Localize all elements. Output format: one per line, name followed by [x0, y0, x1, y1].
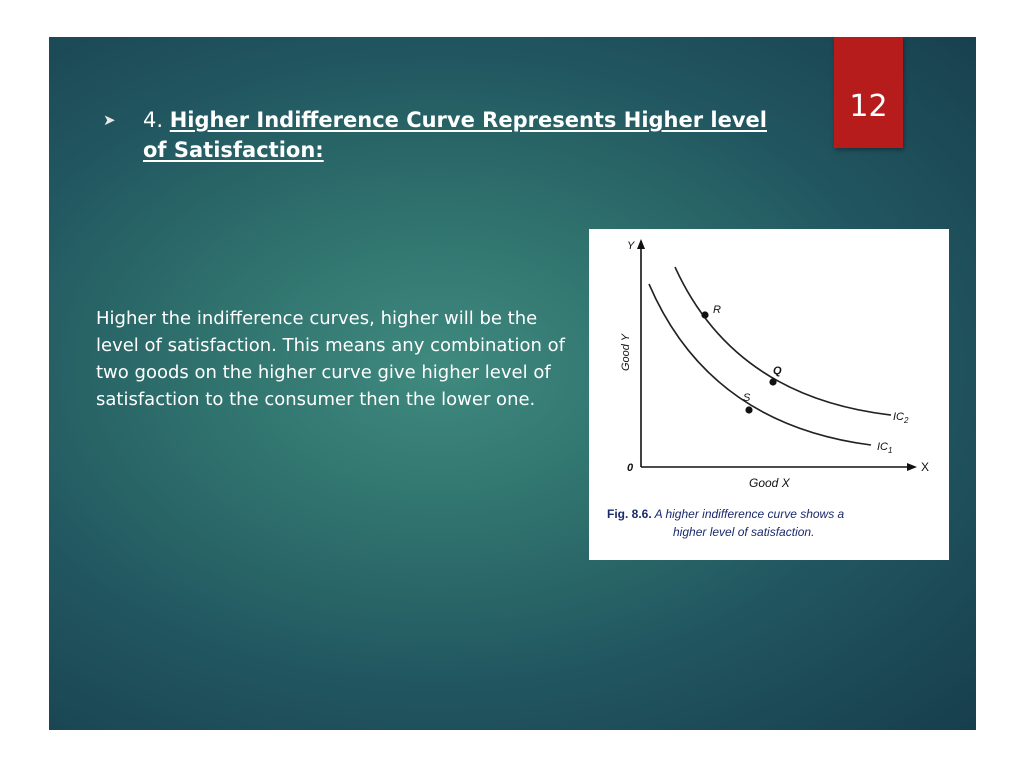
- ic2-label: IC2: [893, 411, 909, 425]
- heading-title: Higher Indifference Curve Represents Hig…: [143, 108, 767, 162]
- slide: 12 ➤ 4. Higher Indifference Curve Repres…: [49, 37, 976, 730]
- x-axis-arrowhead: [907, 463, 917, 471]
- point-s-marker: [745, 406, 753, 414]
- slide-heading: ➤ 4. Higher Indifference Curve Represent…: [103, 105, 783, 165]
- indifference-curve-figure: Y X 0 Good X Good Y R Q S IC2 IC1: [589, 229, 949, 560]
- point-q-label: Q: [773, 365, 782, 377]
- indifference-curve-diagram: Y X 0 Good X Good Y R Q S IC2 IC1: [620, 239, 929, 490]
- body-paragraph: Higher the indifference curves, higher w…: [96, 308, 565, 410]
- slide-number-badge: 12: [834, 37, 903, 148]
- heading-text: 4. Higher Indifference Curve Represents …: [103, 105, 783, 165]
- ic1-label: IC1: [877, 441, 892, 455]
- x-axis-letter: X: [921, 460, 929, 474]
- x-axis-title: Good X: [749, 476, 791, 490]
- y-axis-arrowhead: [637, 239, 645, 249]
- heading-number: 4.: [143, 108, 164, 132]
- y-axis-title: Good Y: [620, 333, 632, 371]
- slide-number: 12: [849, 89, 888, 124]
- origin-label: 0: [627, 462, 634, 474]
- point-q-marker: [769, 378, 777, 386]
- arrow-bullet-icon: ➤: [103, 111, 116, 129]
- point-r-marker: [701, 311, 709, 319]
- y-axis-letter: Y: [627, 240, 635, 252]
- figure-caption-line1: A higher indifference curve shows a: [654, 507, 845, 521]
- figure-caption-line2: higher level of satisfaction.: [673, 525, 815, 539]
- figure-caption: Fig. 8.6. A higher indifference curve sh…: [607, 505, 937, 541]
- ic1-curve: [648, 283, 872, 446]
- ic2-curve: [674, 266, 892, 416]
- point-r-label: R: [713, 304, 721, 316]
- point-s-label: S: [743, 392, 751, 404]
- figure-caption-label: Fig. 8.6.: [607, 507, 652, 521]
